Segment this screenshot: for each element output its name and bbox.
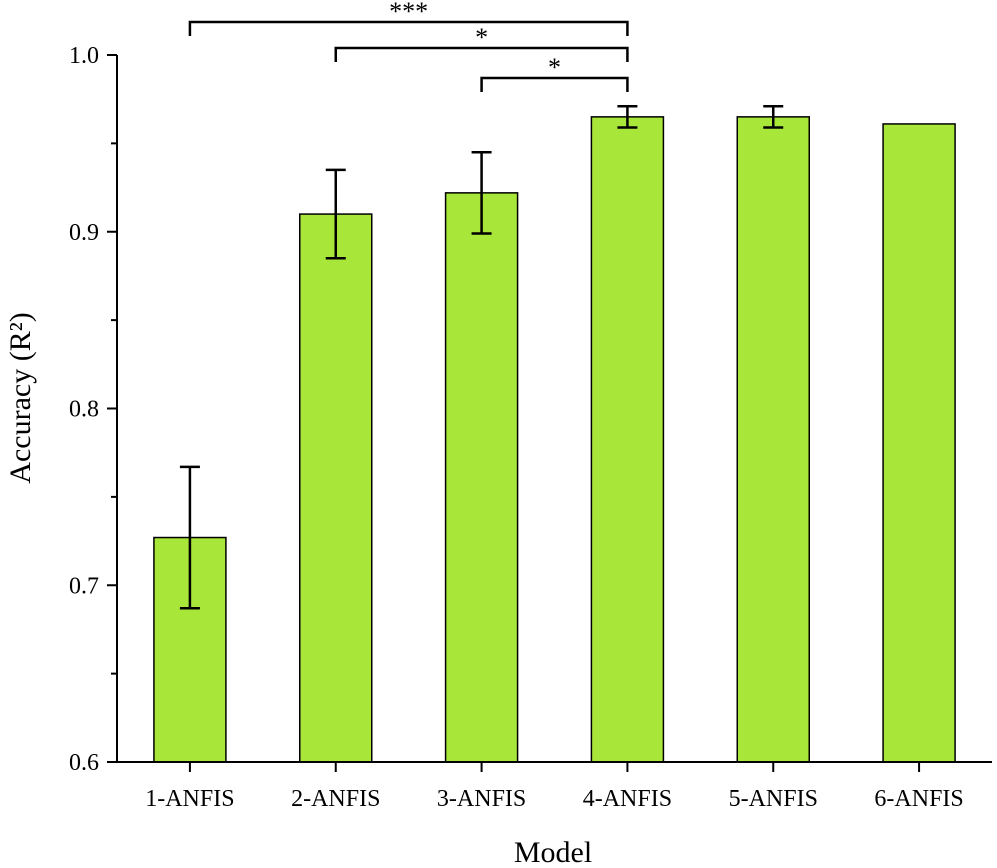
significance-bracket (480, 76, 629, 92)
bar-6-ANFIS (882, 123, 956, 763)
x-tick-label: 6-ANFIS (874, 786, 963, 812)
significance-label: * (475, 23, 488, 52)
bar-4-ANFIS (590, 116, 665, 763)
significance-bracket (334, 46, 629, 62)
x-tick-label: 2-ANFIS (291, 786, 380, 812)
y-axis-title: Accuracy (R²) (4, 312, 37, 483)
x-tick-label: 3-ANFIS (437, 786, 526, 812)
bar-2-ANFIS (299, 213, 373, 763)
y-tick-label: 1.0 (69, 43, 99, 69)
x-tick-label: 5-ANFIS (729, 786, 818, 812)
y-ticks: 0.6 0.7 0.8 0.9 1.0 (69, 43, 117, 776)
significance-brackets: ***** (188, 0, 629, 92)
bar-3-ANFIS (444, 192, 519, 763)
significance-label: *** (389, 0, 428, 26)
y-tick-label: 0.9 (69, 220, 99, 246)
x-tick-label: 4-ANFIS (583, 786, 672, 812)
x-axis-title: Model (514, 836, 592, 868)
plot-area (153, 105, 956, 763)
significance-bracket (188, 20, 629, 36)
x-ticks: 1-ANFIS 2-ANFIS 3-ANFIS 4-ANFIS 5-ANFIS 6-ANF… (145, 762, 964, 812)
x-tick-label: 1-ANFIS (145, 786, 234, 812)
y-tick-label: 0.7 (69, 573, 99, 599)
bar-5-ANFIS (736, 116, 810, 763)
y-tick-label: 0.8 (69, 397, 99, 423)
y-tick-label: 0.6 (69, 750, 99, 776)
significance-label: * (548, 53, 561, 82)
